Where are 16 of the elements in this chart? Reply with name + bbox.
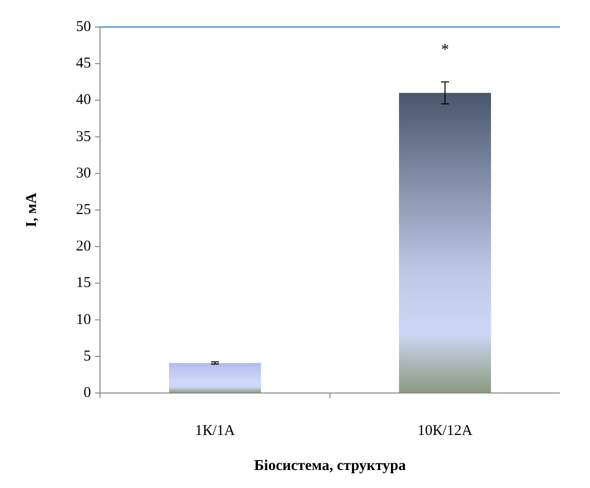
y-tick-label: 25	[76, 202, 91, 218]
y-tick-label: 40	[76, 92, 91, 108]
x-tick-label: 10К/12А	[417, 423, 473, 439]
y-axis-title: I, мА	[24, 192, 40, 228]
y-tick-label: 30	[76, 165, 91, 182]
x-axis-title: Біосистема, структура	[254, 458, 406, 474]
y-tick-label: 50	[76, 19, 91, 35]
annotation: *	[441, 42, 449, 59]
y-tick-label: 0	[84, 385, 91, 401]
y-tick-label: 20	[76, 238, 91, 255]
y-tick-label: 5	[84, 348, 91, 364]
x-tick-label: 1К/1А	[194, 423, 236, 439]
y-tick-label: 45	[76, 56, 91, 72]
y-tick-label: 15	[76, 275, 91, 292]
y-tick-label: 10	[76, 312, 91, 328]
y-tick-label: 35	[76, 128, 91, 145]
